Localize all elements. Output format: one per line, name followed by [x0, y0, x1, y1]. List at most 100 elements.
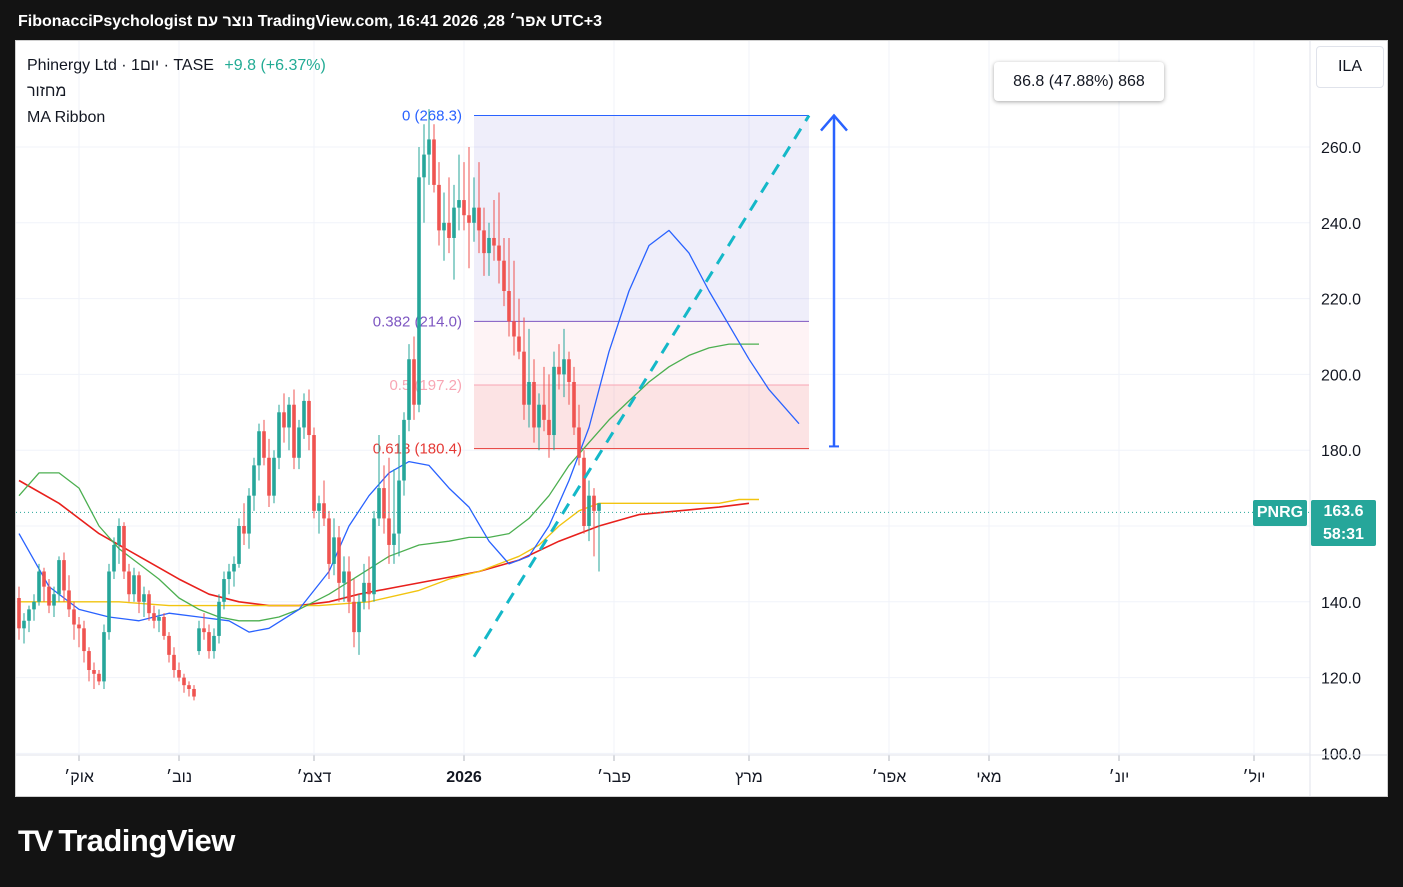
candle-up: [362, 582, 366, 602]
candle-up: [217, 601, 221, 636]
candle-down: [502, 260, 506, 292]
candle-up: [287, 404, 291, 428]
y-tick-label: 200.0: [1321, 367, 1361, 384]
candle-up: [537, 404, 541, 428]
candle-down: [242, 526, 246, 534]
candle-up: [377, 488, 381, 519]
candle-up: [252, 465, 256, 496]
y-tick-label: 140.0: [1321, 595, 1361, 612]
price-change: +9.8 (+6.37%): [224, 57, 326, 74]
candle-down: [492, 237, 496, 246]
x-tick-label: דצמ׳: [297, 769, 332, 786]
candle-up: [52, 594, 56, 606]
measure-arrow-head: [820, 113, 848, 132]
candle-down: [177, 670, 181, 678]
candle-up: [142, 594, 146, 602]
candle-down: [292, 404, 296, 458]
candle-down: [312, 435, 316, 511]
fib-level-label: 0 (268.3): [402, 108, 462, 125]
x-tick-label: אוק׳: [64, 769, 94, 786]
candle-down: [307, 400, 311, 436]
drawing-overlays[interactable]: [16, 113, 1310, 658]
trend-line: [472, 114, 811, 658]
candle-up: [357, 601, 361, 633]
candle-up: [397, 480, 401, 534]
candle-down: [337, 537, 341, 583]
ma-red-line: [18, 479, 750, 607]
fib-retracement[interactable]: 0 (268.3)0.382 (214.0)0.5 (197.2)0.618 (…: [373, 108, 809, 458]
legend-symbol-row[interactable]: Phinergy Ltd · 1יום · TASE +9.8 (+6.37%): [27, 53, 326, 79]
fib-level-label: 0.5 (197.2): [389, 377, 462, 394]
candle-down: [207, 632, 211, 652]
legend-volume[interactable]: מחזור: [27, 83, 67, 100]
candle-up: [597, 503, 601, 511]
candle-up: [37, 571, 41, 602]
candle-down: [172, 654, 176, 671]
y-tick-label: 220.0: [1321, 292, 1361, 309]
candle-down: [17, 598, 21, 629]
candle-down: [517, 336, 521, 352]
candles: [17, 109, 601, 701]
candle-down: [322, 503, 326, 519]
candle-down: [512, 321, 516, 337]
candle-down: [347, 571, 351, 602]
candle-up: [372, 518, 376, 595]
candle-down: [147, 594, 151, 614]
candle-down: [62, 560, 66, 591]
symbol-line: Phinergy Ltd · 1יום · TASE: [27, 57, 214, 74]
watermark-header: FibonacciPsychologist נוצר עם TradingVie…: [0, 0, 1403, 40]
candle-down: [447, 222, 451, 238]
candle-down: [592, 495, 596, 511]
candle-down: [367, 582, 371, 595]
candle-up: [257, 431, 261, 466]
candle-down: [262, 431, 266, 458]
candle-up: [527, 381, 531, 405]
candle-up: [157, 616, 161, 621]
candle-down: [547, 419, 551, 436]
candle-down: [282, 412, 286, 428]
candle-down: [267, 457, 271, 496]
candle-down: [187, 685, 191, 689]
measure-label: 86.8 (47.88%) 868: [994, 62, 1164, 101]
chart-frame: [15, 40, 1388, 797]
x-tick-label: מאי: [976, 769, 1001, 786]
candle-down: [497, 245, 501, 261]
last-price-badge: 163.6 58:31: [1311, 500, 1376, 546]
y-tick-label: 240.0: [1321, 216, 1361, 233]
candle-up: [57, 560, 61, 595]
candle-down: [77, 624, 81, 629]
candle-down: [182, 677, 186, 686]
candle-up: [552, 366, 556, 436]
candle-down: [202, 628, 206, 633]
legend-indicator[interactable]: MA Ribbon: [27, 109, 106, 126]
candle-down: [167, 635, 171, 655]
x-tick-label: יול׳: [1243, 768, 1266, 786]
candle-down: [47, 586, 51, 606]
candle-down: [122, 526, 126, 572]
bar-countdown: 58:31: [1323, 526, 1364, 543]
last-price: 163.6: [1323, 503, 1364, 520]
x-tick-label: מרץ: [735, 769, 763, 786]
candle-up: [422, 154, 426, 178]
candle-down: [87, 651, 91, 671]
candle-up: [472, 207, 476, 223]
y-tick-label: 120.0: [1321, 671, 1361, 688]
candle-up: [247, 495, 251, 534]
candle-up: [132, 575, 136, 595]
candle-down: [162, 616, 166, 636]
candle-up: [272, 457, 276, 496]
watermark-text: FibonacciPsychologist נוצר עם TradingVie…: [18, 13, 603, 30]
tradingview-logo[interactable]: TV TradingView: [18, 823, 235, 859]
candle-up: [117, 526, 121, 545]
candle-up: [332, 537, 336, 564]
candle-up: [442, 222, 446, 231]
ticker-badge: PNRG: [1253, 500, 1307, 526]
x-tick-label: נוב׳: [166, 769, 192, 786]
candle-down: [432, 139, 436, 185]
candle-down: [542, 404, 546, 420]
chart-legend: Phinergy Ltd · 1יום · TASE +9.8 (+6.37%)…: [27, 53, 326, 131]
candle-up: [562, 359, 566, 375]
candle-up: [392, 533, 396, 545]
currency-button[interactable]: ILA: [1316, 46, 1384, 88]
